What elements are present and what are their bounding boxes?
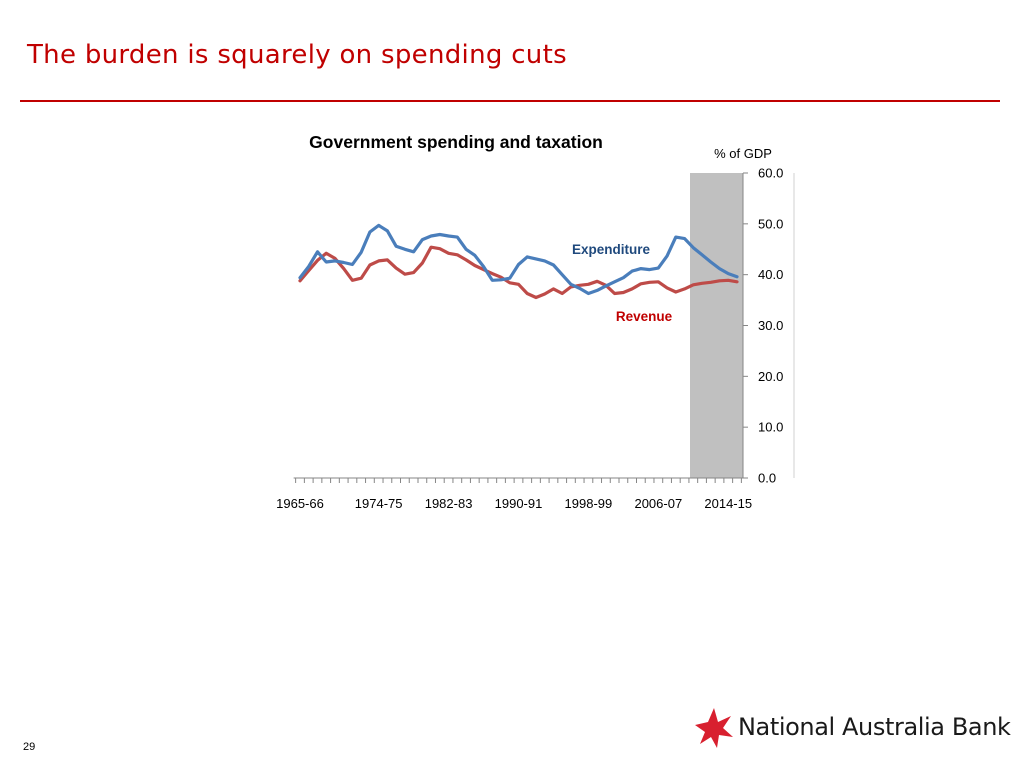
x-tick-label: 1974-75 (355, 496, 403, 511)
x-tick-label: 1965-66 (276, 496, 324, 511)
y-tick-label: 30.0 (758, 318, 783, 333)
y-tick-label: 10.0 (758, 420, 783, 435)
x-tick-label: 2014-15 (704, 496, 752, 511)
chart-title: Government spending and taxation (309, 132, 603, 152)
nab-logo: National Australia Bank (694, 707, 1011, 751)
y-tick-label: 60.0 (758, 166, 783, 181)
y-axis-unit-label: % of GDP (714, 146, 772, 161)
y-tick-label: 50.0 (758, 216, 783, 231)
y-tick-label: 0.0 (758, 471, 776, 486)
projection-shade-region (690, 173, 743, 478)
page-number: 29 (23, 741, 36, 753)
y-tick-label: 20.0 (758, 369, 783, 384)
x-tick-label: 2006-07 (634, 496, 682, 511)
series-line-revenue (298, 245, 739, 300)
title-divider (20, 100, 1000, 102)
slide-title: The burden is squarely on spending cuts (27, 40, 567, 70)
logo-text: National Australia Bank (738, 713, 1011, 741)
star-logo-icon (695, 708, 733, 748)
series-line-expenditure (298, 223, 739, 296)
series-label-expenditure: Expenditure (572, 242, 651, 257)
x-tick-label: 1982-83 (425, 496, 473, 511)
series-label-revenue: Revenue (616, 309, 673, 324)
x-tick-label: 1998-99 (565, 496, 613, 511)
y-tick-label: 40.0 (758, 267, 783, 282)
x-tick-label: 1990-91 (495, 496, 543, 511)
